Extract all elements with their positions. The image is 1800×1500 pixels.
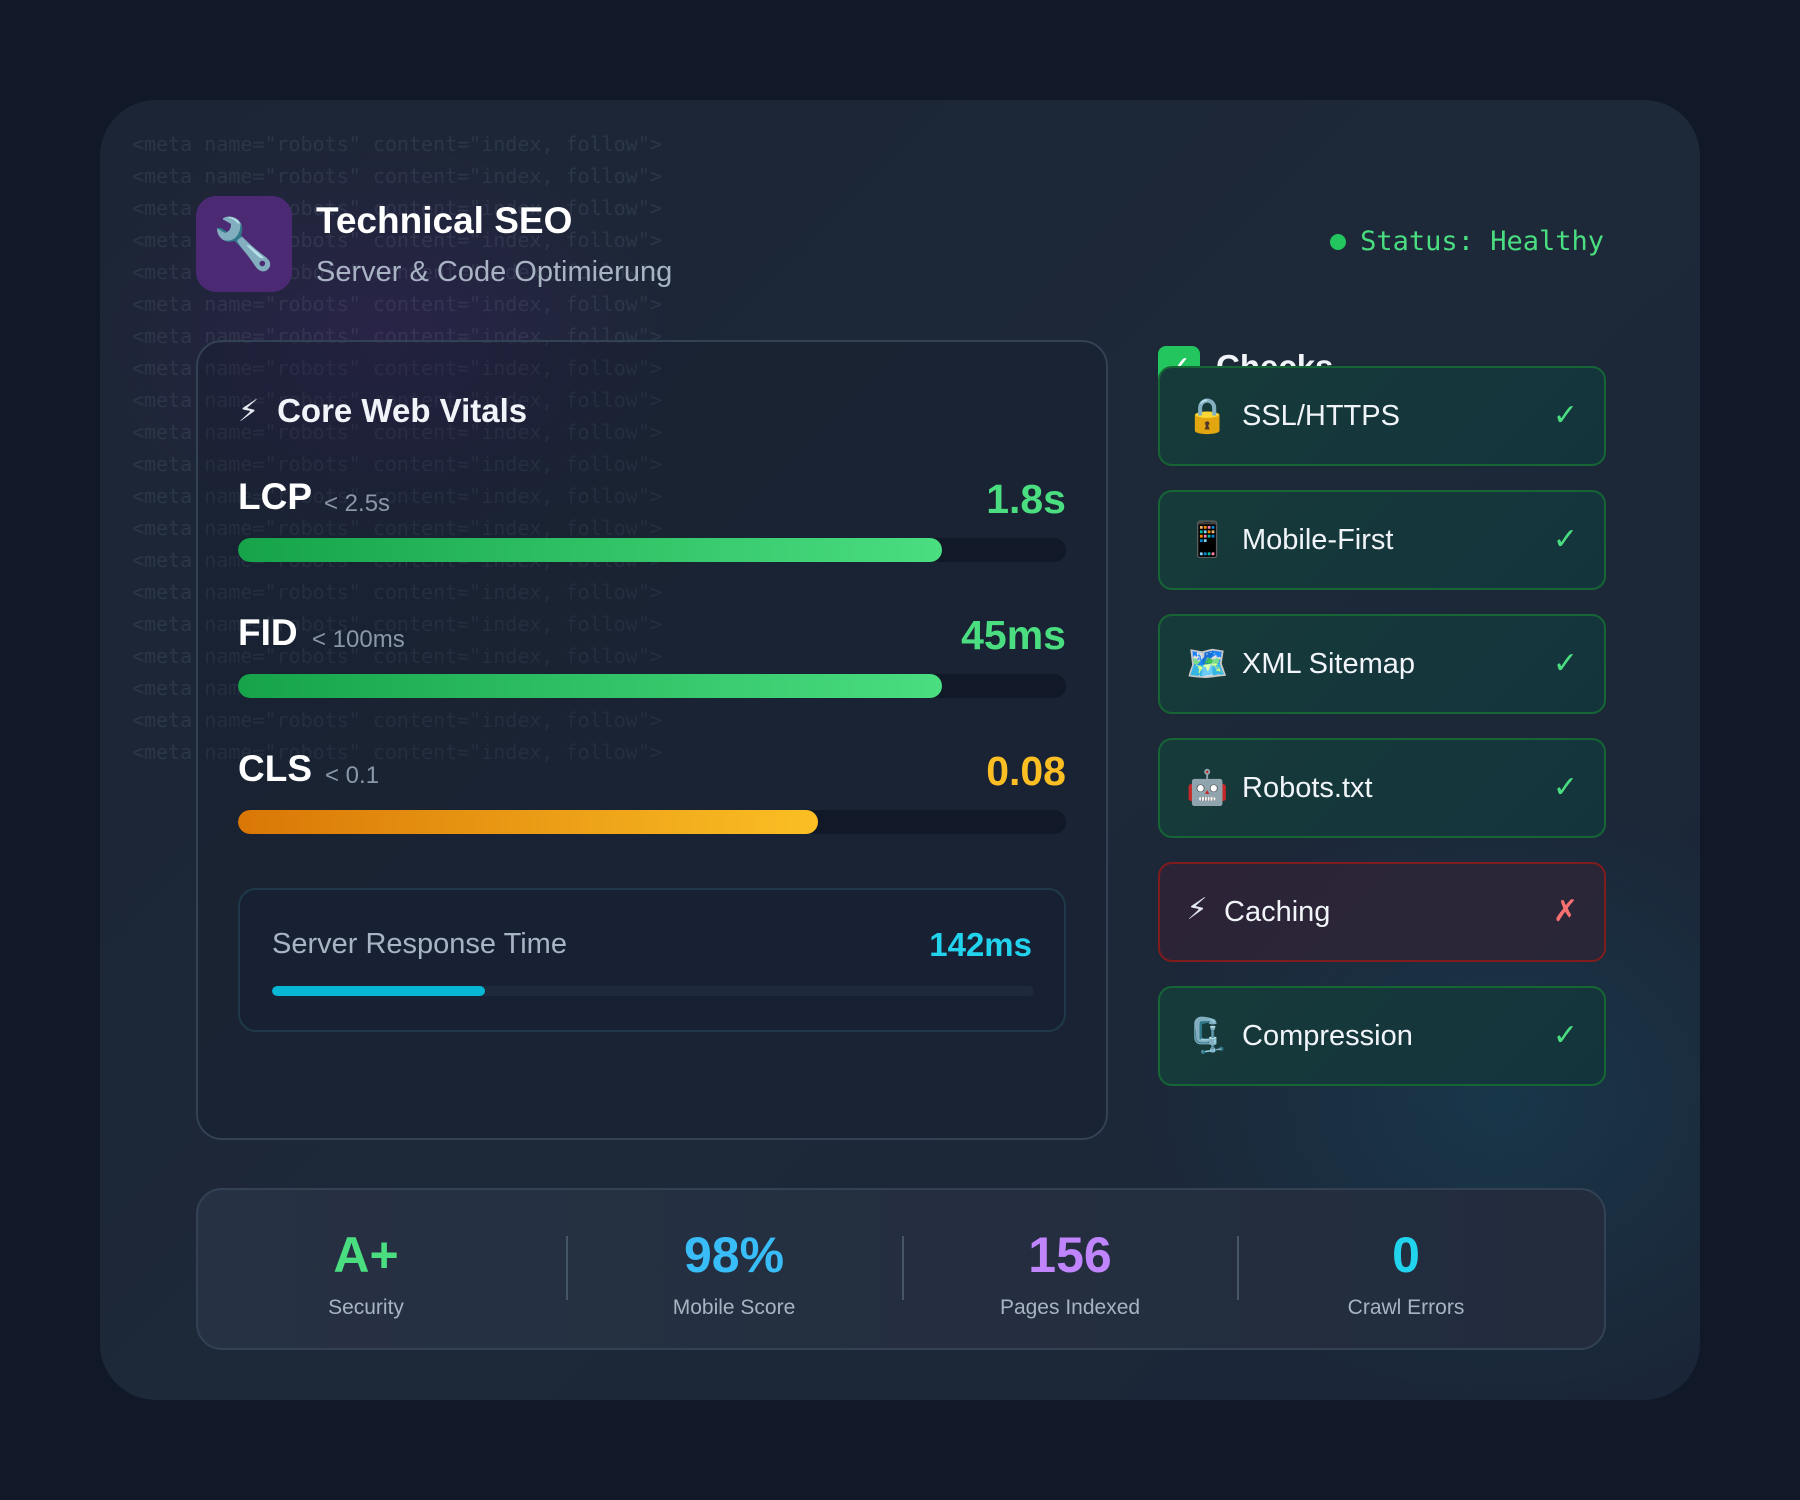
stat-label: Mobile Score [672, 1296, 796, 1319]
technical-seo-card: <meta name="robots" content="index, foll… [100, 100, 1700, 1400]
metric-value: 1.8s [986, 476, 1066, 522]
map-icon: 🗺️ [1186, 645, 1229, 683]
stat-divider [566, 1236, 568, 1300]
stat-value: A+ [333, 1227, 399, 1283]
metric-progress-fill [238, 538, 942, 562]
stat-mobile-score: 98% Mobile Score [566, 1190, 902, 1348]
stat-label: Security [328, 1296, 404, 1319]
wrench-icon: 🔧 [196, 196, 292, 292]
page-title: Technical SEO [316, 200, 573, 241]
check-robots-txt[interactable]: 🤖 Robots.txt ✓ [1158, 738, 1606, 838]
check-ssl-https[interactable]: 🔒 SSL/HTTPS ✓ [1158, 366, 1606, 466]
metric-name: FID [238, 612, 298, 653]
vitals-title: Core Web Vitals [277, 392, 528, 429]
check-fail-icon: ✗ [1552, 895, 1578, 928]
stat-label: Crawl Errors [1347, 1296, 1465, 1319]
stat-pages-indexed: 156 Pages Indexed [902, 1190, 1238, 1348]
stat-crawl-errors: 0 Crawl Errors [1238, 1190, 1574, 1348]
stat-value: 0 [1392, 1227, 1420, 1283]
stat-divider [1237, 1236, 1239, 1300]
server-response-value: 142ms [929, 926, 1032, 963]
check-pass-icon: ✓ [1552, 399, 1578, 432]
check-label: Robots.txt [1242, 772, 1373, 804]
metric-progress-bar [238, 810, 1066, 834]
metric-threshold: < 0.1 [325, 762, 380, 789]
stat-value: 98% [683, 1227, 785, 1283]
check-label: Caching [1224, 896, 1331, 928]
core-web-vitals-panel: ⚡︎ Core Web Vitals LCP < 2.5s 1.8s FID <… [196, 340, 1108, 1140]
check-label: Mobile-First [1242, 524, 1394, 556]
check-pass-icon: ✓ [1552, 523, 1578, 556]
metric-progress-fill [238, 674, 942, 698]
summary-stats-bar: A+ Security 98% Mobile Score 156 Pages I… [196, 1188, 1606, 1350]
check-label: SSL/HTTPS [1242, 400, 1400, 432]
check-compression[interactable]: 🗜️ Compression ✓ [1158, 986, 1606, 1086]
lightning-icon: ⚡︎ [1186, 893, 1208, 926]
metric-threshold: < 2.5s [324, 490, 391, 517]
check-label: Compression [1242, 1020, 1413, 1052]
lightning-icon: ⚡︎ [238, 394, 260, 428]
metric-progress-fill [238, 810, 818, 834]
check-caching[interactable]: ⚡︎ Caching ✗ [1158, 862, 1606, 962]
server-response-time-box: Server Response Time 142ms [238, 888, 1066, 1032]
server-response-bar [272, 986, 1034, 996]
metric-name: LCP [238, 476, 312, 517]
clamp-icon: 🗜️ [1186, 1017, 1229, 1055]
metric-name: CLS [238, 748, 312, 789]
check-pass-icon: ✓ [1552, 1019, 1578, 1052]
mobile-phone-icon: 📱 [1186, 521, 1229, 559]
check-label: XML Sitemap [1242, 648, 1415, 680]
status-indicator: Status: Healthy [1330, 226, 1604, 257]
stat-divider [902, 1236, 904, 1300]
metric-progress-bar [238, 538, 1066, 562]
robot-icon: 🤖 [1186, 769, 1229, 807]
page-subtitle: Server & Code Optimierung [316, 256, 673, 288]
stat-security: A+ Security [198, 1190, 534, 1348]
stat-value: 156 [1028, 1227, 1112, 1283]
server-response-fill [272, 986, 486, 996]
check-pass-icon: ✓ [1552, 771, 1578, 804]
check-mobile-first[interactable]: 📱 Mobile-First ✓ [1158, 490, 1606, 590]
status-dot-icon [1330, 233, 1347, 250]
check-pass-icon: ✓ [1552, 647, 1578, 680]
server-response-label: Server Response Time [272, 928, 567, 960]
lock-icon: 🔒 [1186, 397, 1229, 435]
metric-value: 0.08 [986, 748, 1066, 794]
check-xml-sitemap[interactable]: 🗺️ XML Sitemap ✓ [1158, 614, 1606, 714]
metric-value: 45ms [961, 612, 1066, 658]
status-text: Status: Healthy [1360, 226, 1604, 257]
metric-progress-bar [238, 674, 1066, 698]
metric-threshold: < 100ms [312, 626, 405, 653]
vitals-heading: ⚡︎ Core Web Vitals [238, 392, 527, 430]
stat-label: Pages Indexed [999, 1296, 1141, 1319]
